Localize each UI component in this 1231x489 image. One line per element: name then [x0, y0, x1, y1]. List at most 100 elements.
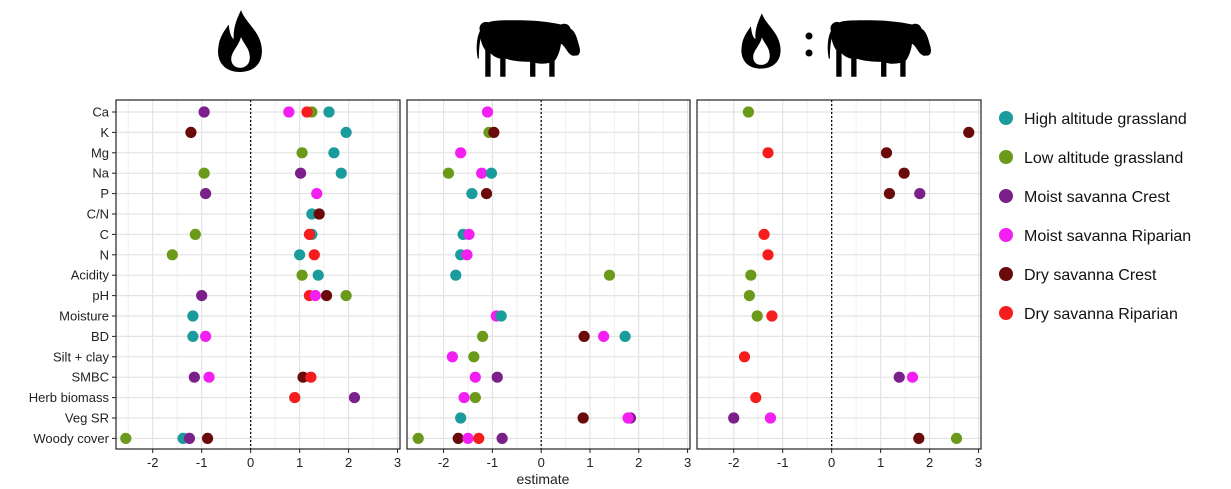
data-point — [491, 371, 503, 383]
fire-cow-interaction-icon — [741, 13, 931, 77]
data-point — [743, 290, 755, 302]
data-point — [738, 351, 751, 363]
data-point — [442, 167, 455, 179]
y-category-label: Acidity — [71, 268, 110, 283]
data-point — [301, 106, 313, 118]
data-point — [183, 432, 196, 444]
data-point — [466, 188, 478, 200]
panel-border — [115, 99, 401, 450]
data-point — [578, 330, 590, 342]
data-point — [312, 269, 324, 281]
data-point — [622, 412, 634, 424]
data-point — [619, 330, 631, 342]
data-point — [728, 412, 740, 424]
cow-panel-icon — [476, 20, 580, 77]
y-category-label: BD — [91, 329, 109, 344]
data-point — [452, 432, 464, 444]
data-point — [758, 228, 770, 240]
data-point — [201, 432, 214, 444]
colon-dot-bottom — [805, 49, 813, 57]
data-point — [463, 228, 475, 240]
data-point — [893, 371, 905, 383]
x-tick-label: 1 — [877, 455, 884, 470]
data-point — [883, 188, 896, 200]
y-category-label: Herb biomass — [29, 390, 110, 405]
x-tick-label: -1 — [487, 455, 499, 470]
x-tick-label: 0 — [247, 455, 254, 470]
legend-label: Moist savanna Crest — [1024, 189, 1170, 206]
data-point — [477, 330, 489, 342]
data-point — [473, 432, 485, 444]
x-tick-label: -1 — [777, 455, 789, 470]
y-category-label: SMBC — [71, 370, 109, 385]
data-point — [446, 351, 458, 363]
x-tick-label: 3 — [684, 455, 691, 470]
data-point — [185, 126, 197, 138]
panel-border — [696, 99, 982, 450]
data-point — [488, 126, 500, 138]
y-axis-category-labels: Ca K Mg Na P C/N CN Acidity pH Moisture BD Silt + c… — [29, 105, 116, 446]
y-category-label: P — [100, 186, 109, 201]
legend-swatch — [999, 267, 1013, 281]
x-tick-label: 3 — [394, 455, 401, 470]
data-point — [598, 330, 610, 342]
y-category-label: Na — [92, 166, 109, 181]
data-point — [308, 249, 320, 261]
x-tick-label: 2 — [926, 455, 933, 470]
data-point — [762, 249, 774, 261]
data-point — [412, 432, 424, 444]
data-point — [461, 249, 473, 261]
data-point — [200, 330, 212, 342]
data-point — [496, 432, 508, 444]
legend-swatch — [999, 228, 1013, 242]
data-point — [289, 392, 301, 404]
panel-2: -2 -1 0 1 2 3 — [406, 99, 691, 470]
legend-label: Moist savanna Riparian — [1024, 228, 1191, 245]
data-point — [906, 371, 919, 383]
x-tick-label: 0 — [538, 455, 545, 470]
legend-swatch — [999, 306, 1013, 320]
data-point — [120, 432, 132, 444]
data-point — [455, 412, 467, 424]
data-point — [303, 228, 316, 240]
y-category-label: K — [100, 125, 109, 140]
data-point — [898, 167, 910, 179]
data-point — [914, 188, 926, 200]
legend-label: Dry savanna Crest — [1024, 267, 1157, 284]
x-tick-label: -2 — [728, 455, 740, 470]
x-tick-label: 0 — [828, 455, 835, 470]
data-point — [203, 371, 215, 383]
legend-swatch — [999, 111, 1013, 125]
data-point — [187, 310, 199, 322]
data-point — [296, 147, 308, 159]
y-category-label: N — [100, 247, 109, 262]
data-point — [762, 147, 774, 159]
data-point — [450, 269, 462, 281]
data-point — [766, 310, 778, 322]
data-point — [320, 290, 333, 302]
y-category-label: Woody cover — [33, 431, 109, 446]
data-point — [196, 290, 208, 302]
y-category-label: Ca — [92, 105, 109, 120]
data-point — [745, 269, 757, 281]
data-point — [187, 330, 199, 342]
data-point — [323, 106, 335, 118]
panel-1: -2 -1 0 1 2 3 — [115, 99, 401, 470]
data-point — [485, 167, 498, 179]
data-point — [764, 412, 777, 424]
panel-background — [116, 100, 400, 449]
data-point — [200, 188, 212, 200]
data-point — [328, 147, 340, 159]
data-point — [198, 106, 210, 118]
data-point — [751, 310, 763, 322]
data-point — [458, 392, 470, 404]
data-point — [188, 371, 200, 383]
data-point — [963, 126, 975, 138]
legend-swatch — [999, 189, 1013, 203]
data-point — [340, 290, 352, 302]
data-point — [309, 290, 321, 302]
x-axis-title: estimate — [517, 471, 570, 487]
panel-border — [406, 99, 691, 450]
legend-label: Low altitude grassland — [1024, 150, 1183, 167]
data-point — [577, 412, 589, 424]
